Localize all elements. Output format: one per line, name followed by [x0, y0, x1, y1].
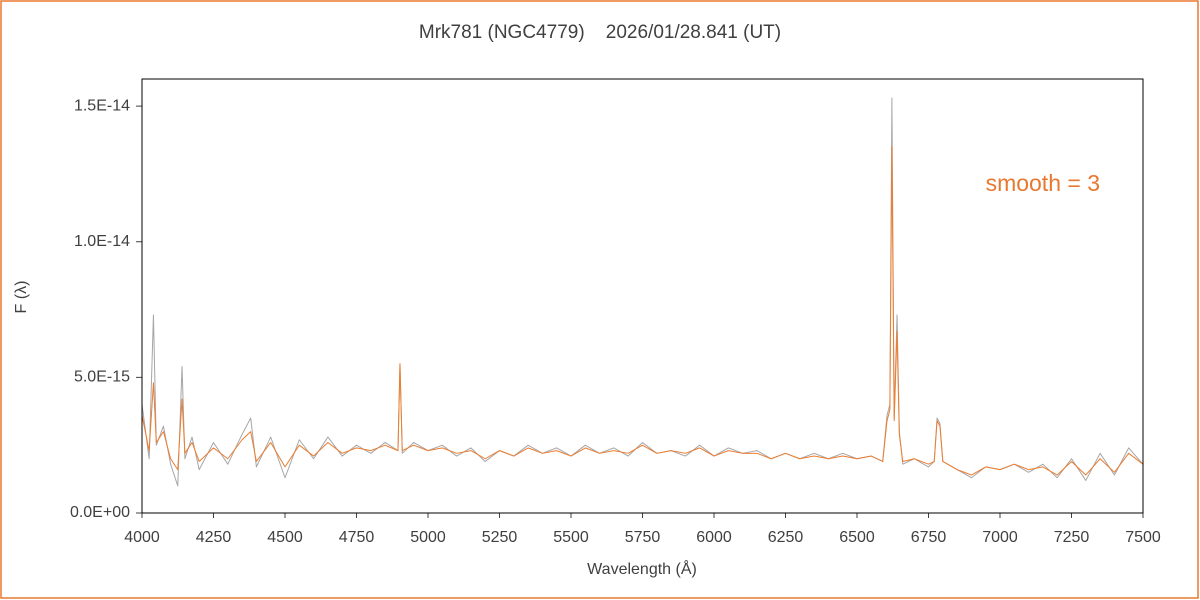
x-tick-label: 7000: [982, 529, 1018, 546]
x-tick-label: 6750: [911, 529, 947, 546]
spectrum-line: [141, 146, 1144, 476]
x-tick-label: 6250: [768, 529, 804, 546]
x-tick-label: 5750: [625, 529, 661, 546]
x-tick-label: 7250: [1054, 529, 1090, 546]
x-tick-label: 4750: [339, 529, 375, 546]
x-tick-label: 4250: [196, 529, 232, 546]
annotation: smooth = 3: [986, 170, 1100, 196]
plot-frame: [141, 78, 1144, 514]
y-tick-label: 1.0E-14: [74, 233, 130, 250]
y-tick-label: 5.0E-15: [74, 369, 130, 386]
chart-title: Mrk781 (NGC4779) 2026/01/28.841 (UT): [419, 22, 781, 43]
x-tick-label: 7500: [1125, 529, 1161, 546]
y-tick-label: 1.5E-14: [74, 97, 130, 114]
y-axis-label: F (λ): [13, 281, 30, 314]
x-tick-label: 4000: [124, 529, 160, 546]
x-tick-label: 5250: [482, 529, 518, 546]
x-axis-label: Wavelength (Å): [587, 559, 697, 578]
x-tick-label: 4500: [267, 529, 303, 546]
x-tick-label: 6000: [696, 529, 732, 546]
x-tick-label: 6500: [839, 529, 875, 546]
x-tick-label: 5000: [410, 529, 446, 546]
x-tick-label: 5500: [553, 529, 589, 546]
y-tick-label: 0.0E+00: [70, 504, 130, 521]
